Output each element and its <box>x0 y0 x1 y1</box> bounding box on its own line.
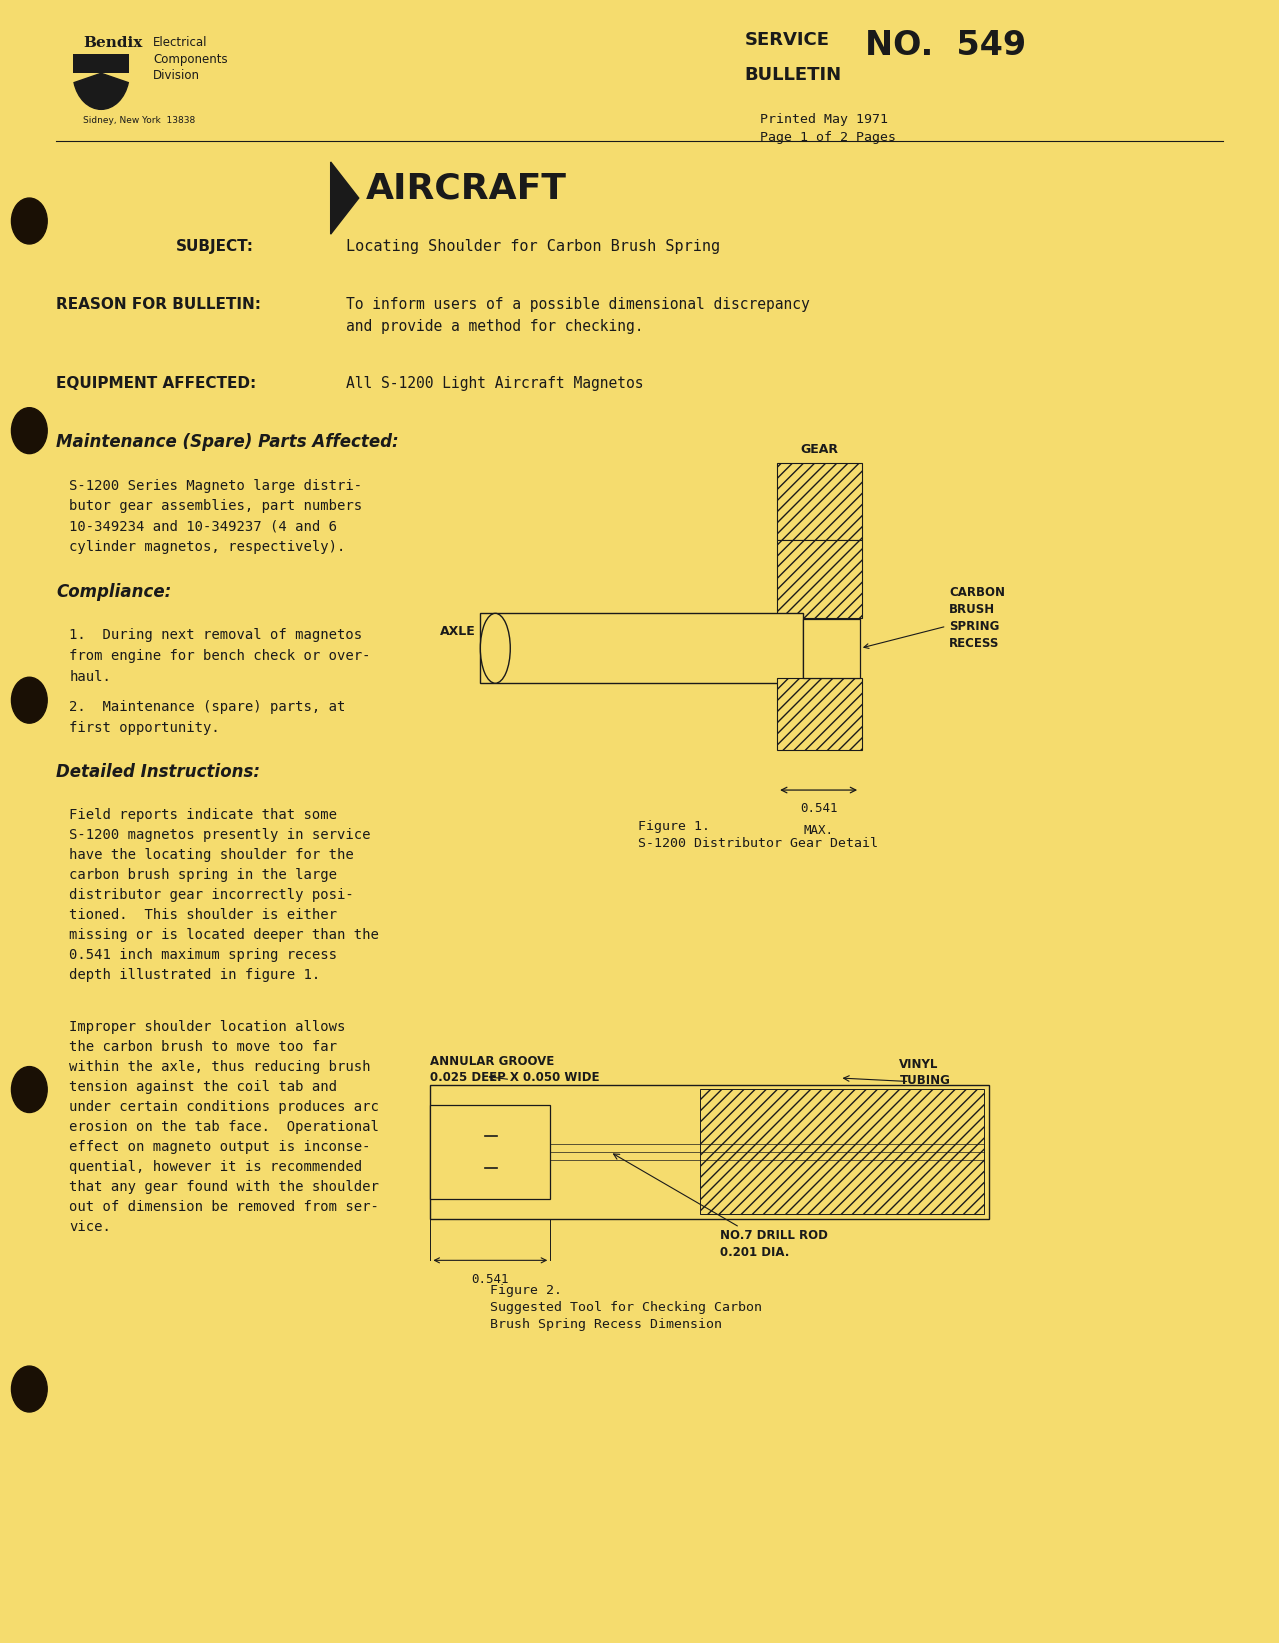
Circle shape <box>12 1365 47 1411</box>
Bar <box>778 541 862 618</box>
Ellipse shape <box>481 613 510 683</box>
Text: AIRCRAFT: AIRCRAFT <box>366 171 567 205</box>
Bar <box>481 613 803 683</box>
Text: Figure 1.
S-1200 Distributor Gear Detail: Figure 1. S-1200 Distributor Gear Detail <box>638 820 877 849</box>
Text: S-1200 Series Magneto large distri-
butor gear assemblies, part numbers
10-34923: S-1200 Series Magneto large distri- buto… <box>69 478 362 554</box>
Text: SUBJECT:: SUBJECT: <box>177 238 255 255</box>
Text: Bendix: Bendix <box>83 36 142 51</box>
Bar <box>700 1089 985 1214</box>
Text: Locating Shoulder for Carbon Brush Spring: Locating Shoulder for Carbon Brush Sprin… <box>345 238 720 255</box>
Bar <box>803 619 859 679</box>
Text: EQUIPMENT AFFECTED:: EQUIPMENT AFFECTED: <box>56 376 257 391</box>
Bar <box>778 463 862 541</box>
Text: 1.  During next removal of magnetos
from engine for bench check or over-
haul.: 1. During next removal of magnetos from … <box>69 628 371 683</box>
Text: Compliance:: Compliance: <box>56 583 171 601</box>
Circle shape <box>12 199 47 243</box>
Text: Sidney, New York  13838: Sidney, New York 13838 <box>83 117 196 125</box>
Text: ANNULAR GROOVE
0.025 DEEP X 0.050 WIDE: ANNULAR GROOVE 0.025 DEEP X 0.050 WIDE <box>431 1055 600 1084</box>
Circle shape <box>12 1066 47 1112</box>
Text: To inform users of a possible dimensional discrepancy
and provide a method for c: To inform users of a possible dimensiona… <box>345 297 810 334</box>
Wedge shape <box>74 74 128 110</box>
Text: AXLE: AXLE <box>440 626 476 639</box>
Text: 0.541: 0.541 <box>472 1273 509 1286</box>
Text: Improper shoulder location allows
the carbon brush to move too far
within the ax: Improper shoulder location allows the ca… <box>69 1020 379 1234</box>
Text: Maintenance (Spare) Parts Affected:: Maintenance (Spare) Parts Affected: <box>56 432 399 450</box>
Text: NO.7 DRILL ROD
0.201 DIA.: NO.7 DRILL ROD 0.201 DIA. <box>720 1229 828 1259</box>
Text: Printed May 1971
Page 1 of 2 Pages: Printed May 1971 Page 1 of 2 Pages <box>760 113 895 145</box>
Text: Field reports indicate that some
S-1200 magnetos presently in service
have the l: Field reports indicate that some S-1200 … <box>69 808 379 983</box>
Text: REASON FOR BULLETIN:: REASON FOR BULLETIN: <box>56 297 261 312</box>
Text: CARBON
BRUSH
SPRING
RECESS: CARBON BRUSH SPRING RECESS <box>863 587 1005 651</box>
Polygon shape <box>331 163 358 235</box>
Text: All S-1200 Light Aircraft Magnetos: All S-1200 Light Aircraft Magnetos <box>345 376 643 391</box>
Bar <box>73 54 129 74</box>
Text: GEAR: GEAR <box>801 442 839 455</box>
Text: BULLETIN: BULLETIN <box>744 66 842 84</box>
Text: Figure 2.
Suggested Tool for Checking Carbon
Brush Spring Recess Dimension: Figure 2. Suggested Tool for Checking Ca… <box>490 1285 762 1331</box>
Text: Detailed Instructions:: Detailed Instructions: <box>56 762 260 780</box>
Text: VINYL
TUBING: VINYL TUBING <box>899 1058 950 1088</box>
Text: SERVICE: SERVICE <box>744 31 830 49</box>
Circle shape <box>12 407 47 453</box>
Text: 2.  Maintenance (spare) parts, at
first opportunity.: 2. Maintenance (spare) parts, at first o… <box>69 700 345 734</box>
Bar <box>431 1104 550 1199</box>
Bar <box>431 1084 989 1219</box>
Bar <box>778 679 862 751</box>
Circle shape <box>12 677 47 723</box>
Text: 0.541: 0.541 <box>799 802 838 815</box>
Text: MAX.: MAX. <box>803 825 834 838</box>
Text: NO.  549: NO. 549 <box>865 30 1026 62</box>
Text: Electrical
Components
Division: Electrical Components Division <box>153 36 228 82</box>
